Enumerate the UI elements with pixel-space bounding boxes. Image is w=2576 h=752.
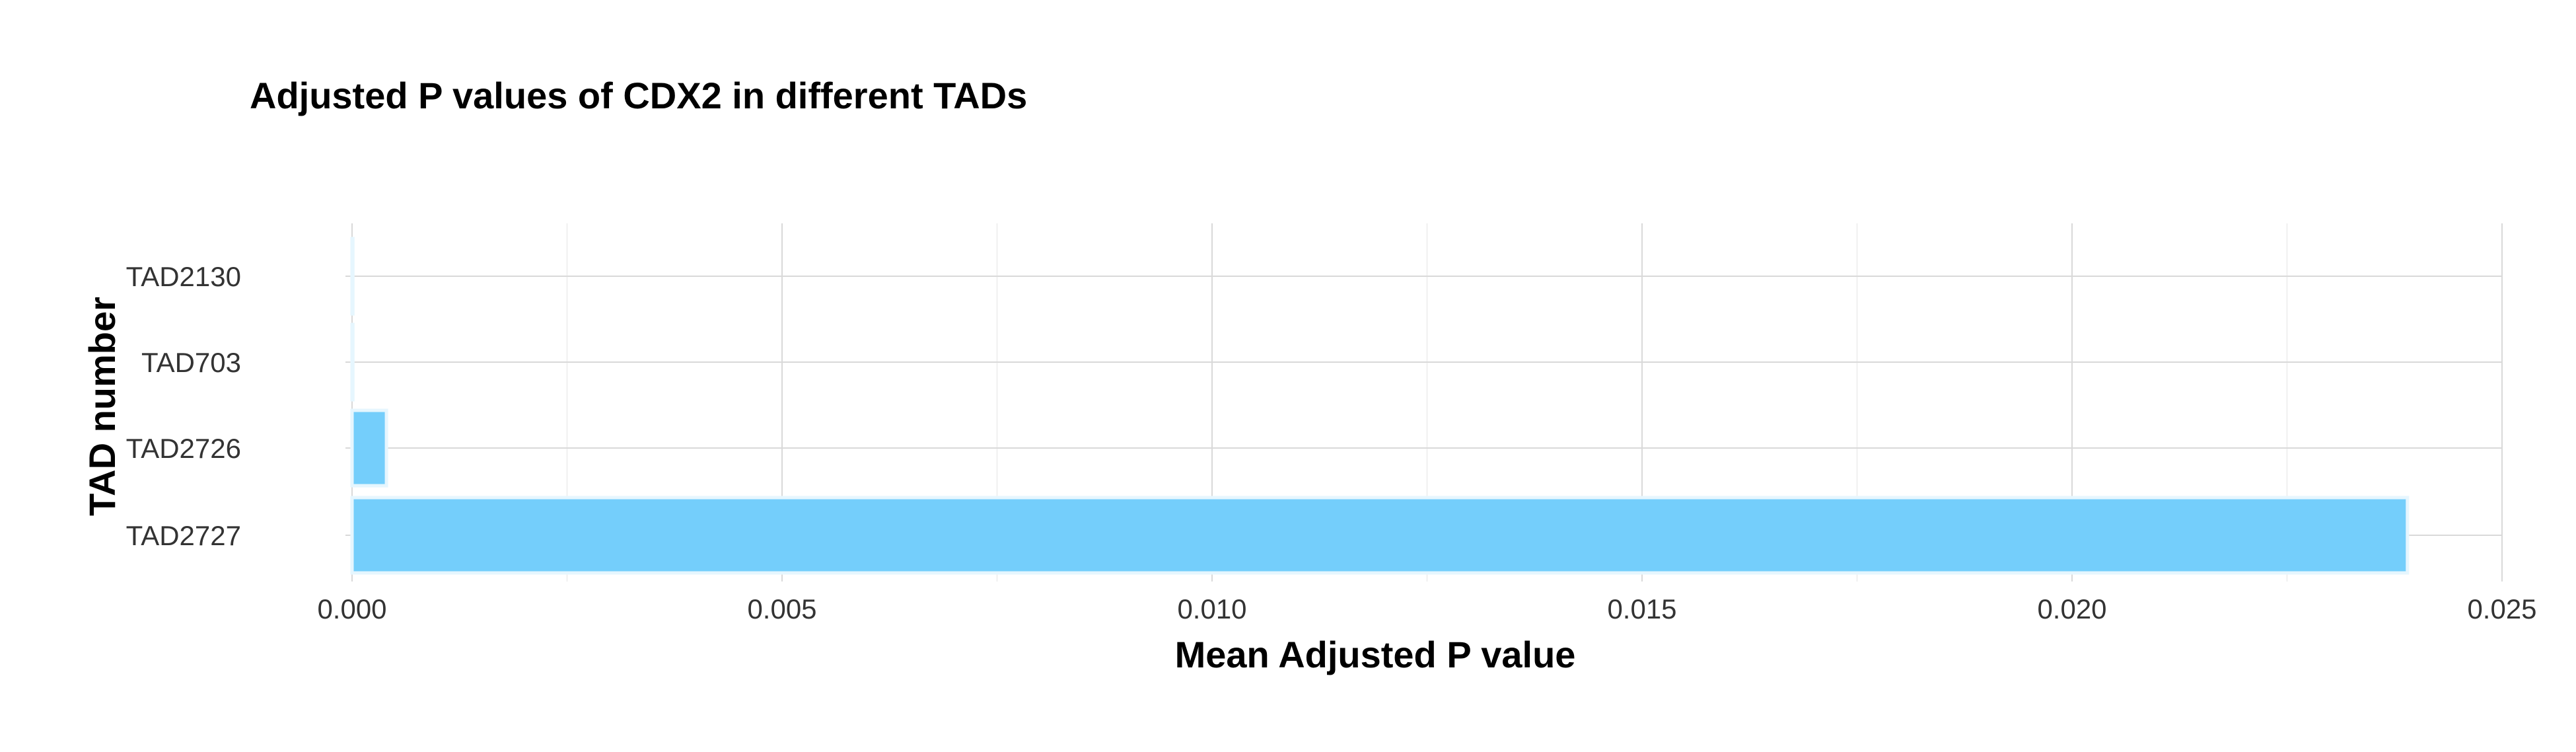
x-tick-label: 0.000 xyxy=(317,593,386,624)
bar-tad2130 xyxy=(350,237,355,316)
x-tick-label: 0.020 xyxy=(2037,593,2106,624)
x-tick-label: 0.005 xyxy=(747,593,816,624)
y-tick-label: TAD2727 xyxy=(126,520,241,551)
bar-tad703 xyxy=(350,322,355,402)
x-tick-label: 0.010 xyxy=(1177,593,1246,624)
y-axis-title: TAD number xyxy=(81,297,123,516)
bar-tad2727 xyxy=(350,496,2410,575)
bars xyxy=(350,237,2410,575)
x-tick-label: 0.025 xyxy=(2467,593,2536,624)
y-tick-labels: TAD2130 TAD703 TAD2726 TAD2727 xyxy=(126,261,241,551)
x-tick-label: 0.015 xyxy=(1607,593,1676,624)
x-axis-title: Mean Adjusted P value xyxy=(1175,634,1576,675)
y-tick-label: TAD703 xyxy=(141,347,241,378)
y-tick-label: TAD2130 xyxy=(126,261,241,292)
bar-tad2726 xyxy=(350,408,388,488)
y-tick-label: TAD2726 xyxy=(126,433,241,464)
chart-title: Adjusted P values of CDX2 in different T… xyxy=(250,75,1027,116)
x-tick-labels: 0.000 0.005 0.010 0.015 0.020 0.025 xyxy=(317,593,2536,624)
